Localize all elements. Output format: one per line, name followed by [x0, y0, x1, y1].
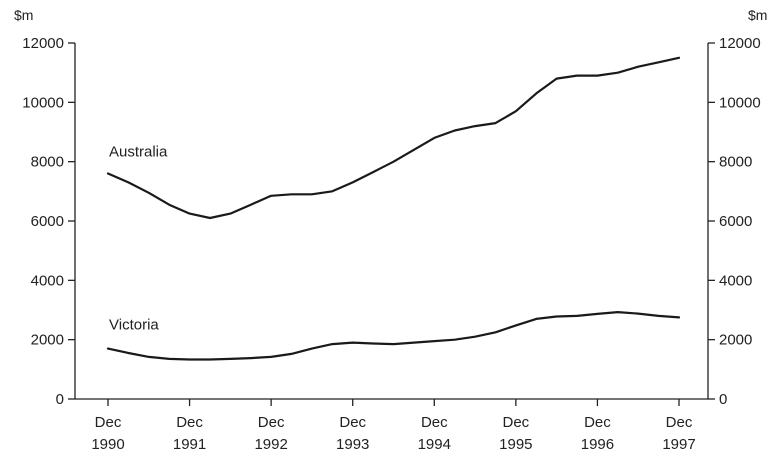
y-tick-label-left: 12000 [22, 35, 64, 52]
y-tick-label-right: 8000 [719, 154, 752, 171]
x-tick-label-year: 1993 [336, 436, 369, 453]
x-tick-label-month: Dec [339, 414, 366, 431]
x-tick-label-year: 1991 [173, 436, 206, 453]
series-label-australia: Australia [109, 144, 168, 161]
right-unit-label: $m [748, 7, 767, 23]
y-tick-label-right: 12000 [719, 35, 761, 52]
y-tick-label-right: 0 [719, 391, 727, 408]
x-tick-label-month: Dec [584, 414, 611, 431]
x-tick-label-year: 1992 [254, 436, 287, 453]
y-tick-label-left: 0 [56, 391, 64, 408]
x-tick-label-year: 1995 [499, 436, 532, 453]
tick-labels: $m $m 0 0 2000 2000 4000 4000 6000 6000 8000 8000 10… [14, 7, 767, 453]
series-line-australia [106, 56, 681, 220]
y-tick-label-left: 10000 [22, 94, 64, 111]
y-tick-label-left: 8000 [31, 154, 64, 171]
axes [68, 42, 715, 406]
series-line-victoria [106, 311, 681, 361]
y-tick-label-right: 2000 [719, 332, 752, 349]
y-tick-label-right: 10000 [719, 94, 761, 111]
x-tick-label-year: 1990 [91, 436, 124, 453]
x-tick-label-month: Dec [258, 414, 285, 431]
y-tick-label-right: 4000 [719, 272, 752, 289]
x-tick-label-year: 1997 [662, 436, 695, 453]
x-tick-label-year: 1994 [418, 436, 451, 453]
x-tick-label-month: Dec [176, 414, 203, 431]
y-tick-label-left: 6000 [31, 213, 64, 230]
x-tick-label-month: Dec [666, 414, 693, 431]
x-tick-label-month: Dec [95, 414, 122, 431]
x-tick-label-month: Dec [503, 414, 530, 431]
x-tick-label-year: 1996 [581, 436, 614, 453]
series-layer: Australia Victoria [106, 56, 681, 361]
y-tick-label-right: 6000 [719, 213, 752, 230]
left-unit-label: $m [14, 7, 33, 23]
y-tick-label-left: 2000 [31, 332, 64, 349]
x-tick-label-month: Dec [421, 414, 448, 431]
series-label-victoria: Victoria [109, 317, 159, 334]
y-tick-label-left: 4000 [31, 272, 64, 289]
